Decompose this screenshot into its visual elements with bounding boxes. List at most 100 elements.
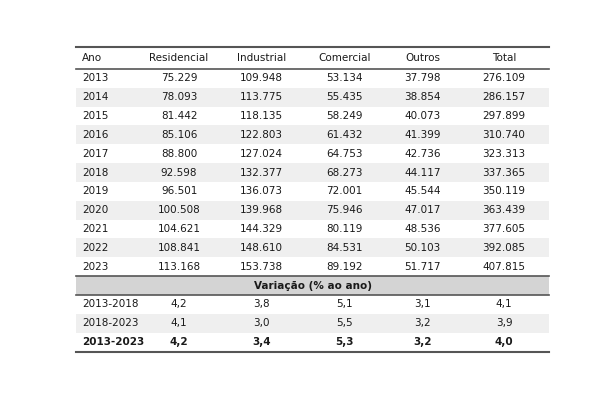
Text: 85.106: 85.106 [161,130,197,140]
Text: Industrial: Industrial [237,53,287,63]
Text: 100.508: 100.508 [158,205,201,215]
Bar [76,144,549,163]
Text: 47.017: 47.017 [404,205,441,215]
Text: 2014: 2014 [82,92,109,102]
Text: 104.621: 104.621 [157,224,201,234]
Text: 68.273: 68.273 [326,167,363,177]
Text: 3,2: 3,2 [414,337,432,347]
Text: 88.800: 88.800 [161,149,197,159]
Text: 127.024: 127.024 [240,149,283,159]
Text: 113.775: 113.775 [240,92,284,102]
Text: 350.119: 350.119 [483,186,526,196]
Text: 3,9: 3,9 [496,318,512,328]
Bar [76,201,549,220]
Text: 337.365: 337.365 [483,167,526,177]
Text: 44.117: 44.117 [404,167,441,177]
Text: 363.439: 363.439 [483,205,526,215]
Text: Variação (% ao ano): Variação (% ao ano) [254,280,371,291]
Text: 132.377: 132.377 [240,167,284,177]
Text: 2013-2018: 2013-2018 [82,299,138,309]
Bar [76,239,549,257]
Bar [76,69,549,88]
Text: 78.093: 78.093 [161,92,197,102]
Text: 118.135: 118.135 [240,111,284,121]
Text: 153.738: 153.738 [240,262,284,272]
Text: 310.740: 310.740 [483,130,526,140]
Text: 3,1: 3,1 [414,299,431,309]
Bar [76,295,549,314]
Text: 297.899: 297.899 [483,111,526,121]
Text: 2018-2023: 2018-2023 [82,318,138,328]
Text: 89.192: 89.192 [326,262,363,272]
Text: 2013-2023: 2013-2023 [82,337,144,347]
Text: 3,8: 3,8 [254,299,270,309]
Text: Residencial: Residencial [149,53,209,63]
Bar [76,47,549,69]
Text: 3,4: 3,4 [253,337,271,347]
Text: 75.229: 75.229 [161,73,197,83]
Text: 113.168: 113.168 [157,262,201,272]
Text: 4,0: 4,0 [495,337,514,347]
Text: 286.157: 286.157 [483,92,526,102]
Text: 122.803: 122.803 [240,130,283,140]
Text: 64.753: 64.753 [326,149,363,159]
Text: 5,1: 5,1 [336,299,353,309]
Text: 4,2: 4,2 [171,299,187,309]
Text: 144.329: 144.329 [240,224,284,234]
Bar [76,125,549,144]
Text: 84.531: 84.531 [326,243,363,253]
Text: 2016: 2016 [82,130,109,140]
Text: 51.717: 51.717 [404,262,441,272]
Text: 80.119: 80.119 [326,224,363,234]
Text: 38.854: 38.854 [404,92,441,102]
Bar [76,88,549,107]
Text: 5,3: 5,3 [336,337,354,347]
Text: 42.736: 42.736 [404,149,441,159]
Bar [76,107,549,125]
Text: 2013: 2013 [82,73,109,83]
Text: 41.399: 41.399 [404,130,441,140]
Text: 377.605: 377.605 [483,224,526,234]
Bar [76,333,549,352]
Text: 323.313: 323.313 [483,149,526,159]
Text: Outros: Outros [405,53,440,63]
Text: 55.435: 55.435 [326,92,363,102]
Text: 2018: 2018 [82,167,109,177]
Text: 92.598: 92.598 [161,167,197,177]
Text: 2017: 2017 [82,149,109,159]
Bar [76,257,549,276]
Text: 3,0: 3,0 [254,318,270,328]
Text: 148.610: 148.610 [240,243,283,253]
Text: 5,5: 5,5 [336,318,353,328]
Text: 276.109: 276.109 [483,73,526,83]
Text: 37.798: 37.798 [404,73,441,83]
Text: 392.085: 392.085 [483,243,526,253]
Text: 4,2: 4,2 [170,337,188,347]
Bar [76,314,549,333]
Text: 109.948: 109.948 [240,73,283,83]
Text: 2020: 2020 [82,205,108,215]
Text: 40.073: 40.073 [404,111,440,121]
Text: 50.103: 50.103 [404,243,440,253]
Text: 108.841: 108.841 [157,243,201,253]
Text: 3,2: 3,2 [414,318,431,328]
Text: 75.946: 75.946 [326,205,363,215]
Text: 4,1: 4,1 [496,299,512,309]
Text: 2015: 2015 [82,111,109,121]
Text: Total: Total [492,53,516,63]
Text: 2023: 2023 [82,262,109,272]
Text: 61.432: 61.432 [326,130,363,140]
Text: 139.968: 139.968 [240,205,284,215]
Text: Comercial: Comercial [318,53,371,63]
Text: 58.249: 58.249 [326,111,363,121]
Text: 81.442: 81.442 [161,111,197,121]
Bar [76,182,549,201]
Text: 45.544: 45.544 [404,186,441,196]
Text: 2021: 2021 [82,224,109,234]
Text: 2022: 2022 [82,243,109,253]
Text: 96.501: 96.501 [161,186,197,196]
Text: Ano: Ano [82,53,102,63]
Bar [76,276,549,295]
Text: 2019: 2019 [82,186,109,196]
Bar [76,220,549,239]
